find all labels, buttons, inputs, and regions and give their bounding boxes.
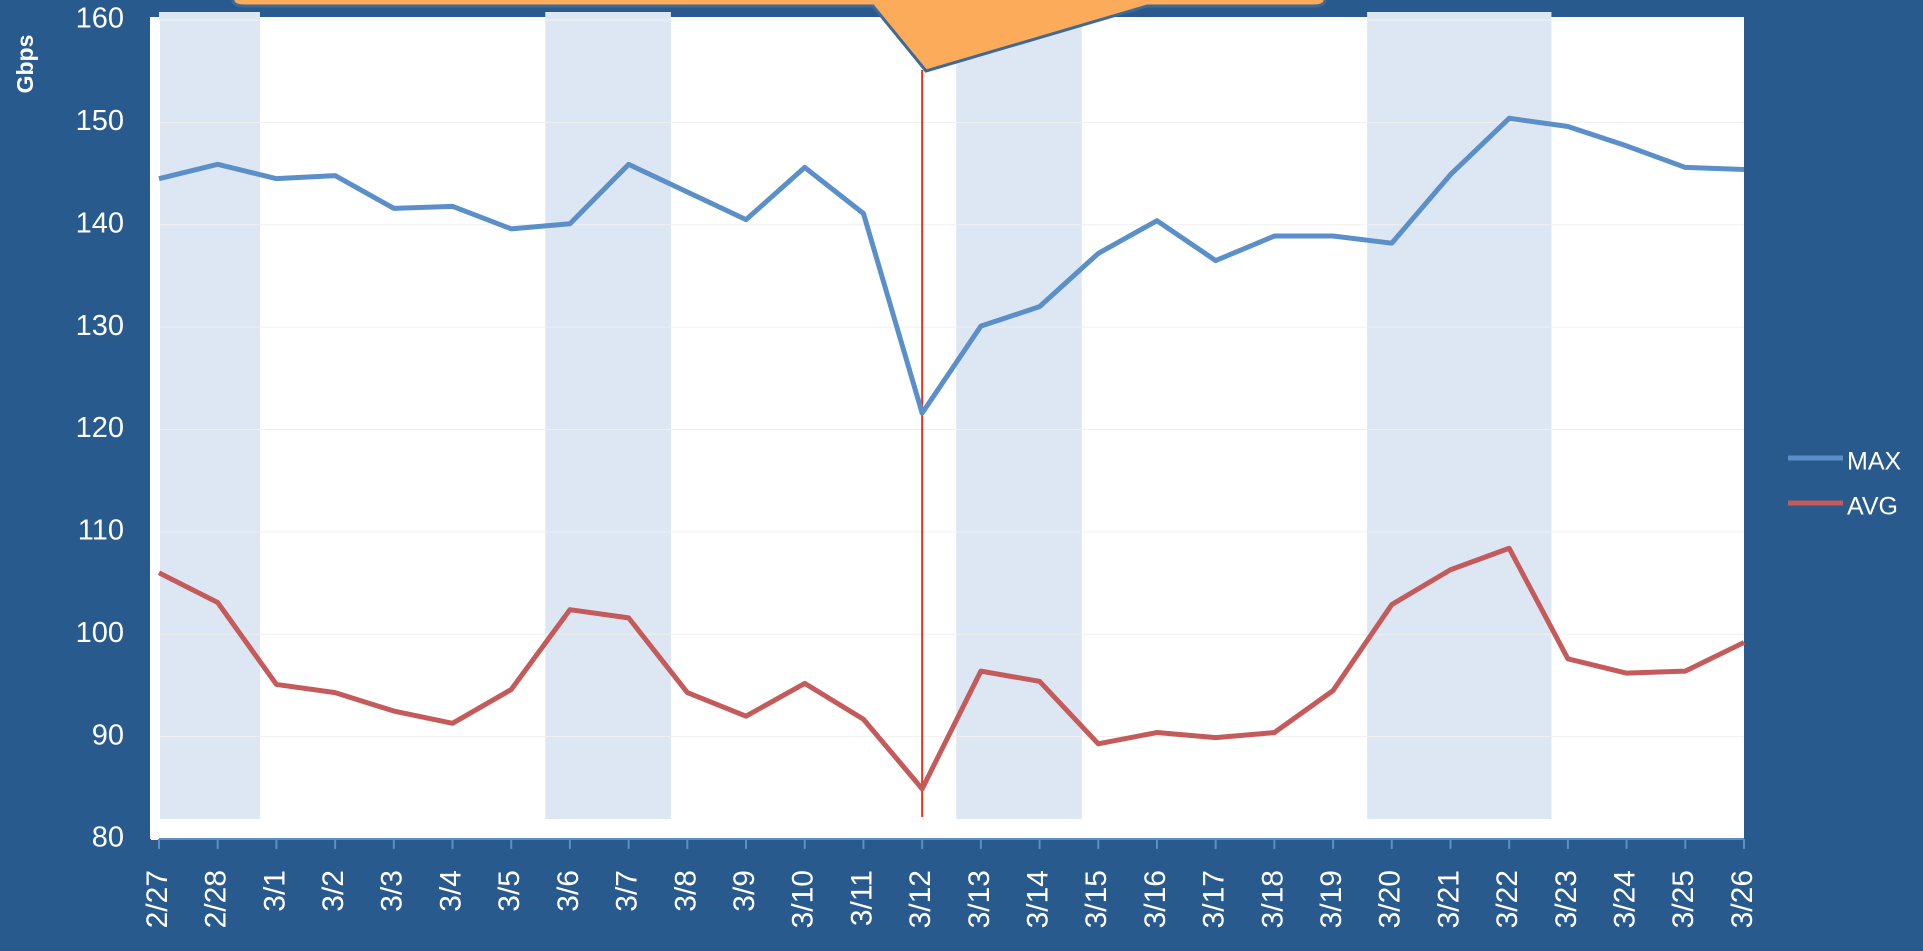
x-tick-label: 3/16 [1139,870,1172,928]
y-tick-label: 100 [76,617,124,649]
y-tick-label: 140 [76,207,124,239]
y-tick-label: 110 [78,515,124,547]
x-tick-label: 3/1 [258,870,291,912]
x-tick-label: 3/26 [1726,870,1759,928]
weekend-band [159,12,260,819]
x-tick-label: 3/21 [1432,870,1465,928]
weekend-band [1367,12,1552,819]
y-tick-label: 150 [76,105,124,137]
x-tick-label: 3/15 [1080,870,1113,928]
y-tick-label: 130 [76,310,124,342]
x-tick-label: 3/10 [787,870,820,928]
x-tick-label: 3/25 [1667,870,1700,928]
legend-label: MAX [1847,448,1902,476]
x-tick-label: 3/24 [1609,870,1642,928]
weekend-band [545,12,671,819]
x-tick-label: 3/14 [1021,870,1054,928]
x-tick-label: 3/7 [611,870,644,912]
x-tick-label: 2/27 [141,870,174,928]
x-tick-label: 3/22 [1491,870,1524,928]
y-tick-label: 120 [76,412,124,444]
x-tick-label: 3/17 [1198,870,1231,928]
x-tick-label: 3/2 [317,870,350,912]
series-line [157,545,1746,792]
y-axis-label: Gbps [12,35,38,94]
x-tick-label: 3/12 [904,870,937,928]
y-tick-label: 90 [92,719,124,751]
x-tick-label: 3/4 [434,870,467,912]
x-tick-label: 3/6 [552,870,585,912]
y-tick-label: 80 [92,822,124,854]
x-tick-label: 3/18 [1256,870,1289,928]
x-tick-label: 3/3 [376,870,409,912]
x-tick-label: 3/5 [493,870,526,912]
weekend-band [956,12,1082,819]
y-tick-label: 160 [76,3,124,35]
x-tick-label: 3/19 [1315,870,1348,928]
x-tick-label: 3/9 [728,870,761,912]
x-tick-label: 3/11 [845,870,878,926]
x-tick-label: 3/13 [963,870,996,928]
x-tick-label: 3/23 [1550,870,1583,928]
legend-label: AVG [1847,493,1898,521]
series-line [158,115,1745,416]
x-tick-label: 3/8 [669,870,702,912]
x-tick-label: 3/20 [1374,870,1407,928]
x-tick-label: 2/28 [200,870,233,928]
callout [231,0,1327,73]
